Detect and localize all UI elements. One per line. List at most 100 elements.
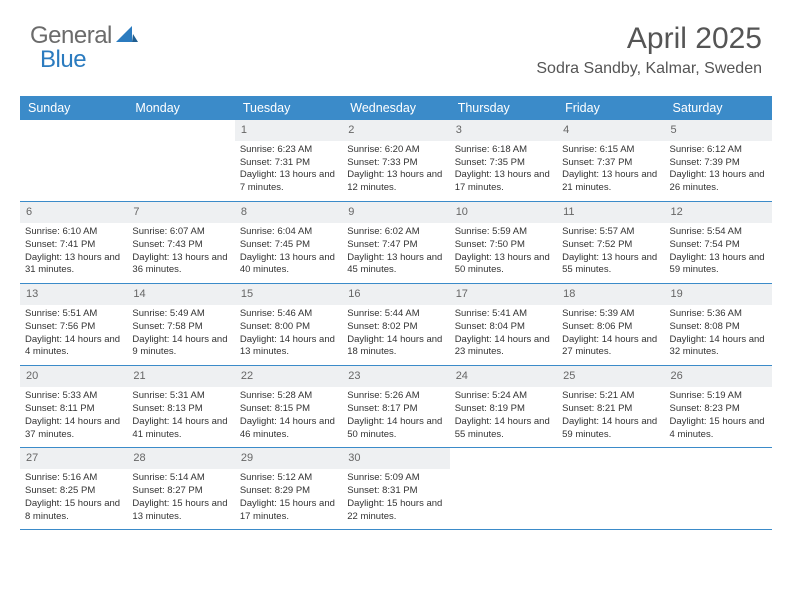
sunset-line: Sunset: 7:33 PM bbox=[347, 157, 444, 170]
calendar-cell: 3 Sunrise: 6:18 AMSunset: 7:35 PMDaylight… bbox=[450, 120, 557, 201]
sunset-line: Sunset: 8:06 PM bbox=[562, 321, 659, 334]
sunrise-line: Sunrise: 5:49 AM bbox=[132, 308, 229, 321]
day-number: 8 bbox=[235, 202, 342, 223]
day-details: Sunrise: 5:19 AMSunset: 8:23 PMDaylight:… bbox=[665, 387, 772, 447]
sunset-line: Sunset: 7:56 PM bbox=[25, 321, 122, 334]
day-number: 5 bbox=[665, 120, 772, 141]
calendar-cell: 19Sunrise: 5:36 AMSunset: 8:08 PMDayligh… bbox=[665, 284, 772, 365]
day-number: 29 bbox=[235, 448, 342, 469]
day-number: 17 bbox=[450, 284, 557, 305]
sunrise-line: Sunrise: 6:23 AM bbox=[240, 144, 337, 157]
day-number: 25 bbox=[557, 366, 664, 387]
day-number: 4 bbox=[557, 120, 664, 141]
daylight-line: Daylight: 14 hours and 9 minutes. bbox=[132, 334, 229, 360]
sunrise-line: Sunrise: 5:41 AM bbox=[455, 308, 552, 321]
sunset-line: Sunset: 8:29 PM bbox=[240, 485, 337, 498]
day-details: Sunrise: 5:12 AMSunset: 8:29 PMDaylight:… bbox=[235, 469, 342, 529]
header: General April 2025 Sodra Sandby, Kalmar,… bbox=[0, 0, 792, 86]
location: Sodra Sandby, Kalmar, Sweden bbox=[536, 60, 762, 78]
calendar-grid: 1Sunrise: 6:23 AMSunset: 7:31 PMDaylight… bbox=[20, 120, 772, 530]
sunset-line: Sunset: 7:47 PM bbox=[347, 239, 444, 252]
weekday-label: Wednesday bbox=[342, 96, 449, 120]
sunset-line: Sunset: 8:15 PM bbox=[240, 403, 337, 416]
sunset-line: Sunset: 8:04 PM bbox=[455, 321, 552, 334]
day-number: 21 bbox=[127, 366, 234, 387]
calendar-cell: 6Sunrise: 6:10 AMSunset: 7:41 PMDaylight… bbox=[20, 202, 127, 283]
calendar-cell: 24Sunrise: 5:24 AMSunset: 8:19 PMDayligh… bbox=[450, 366, 557, 447]
daylight-line: Daylight: 14 hours and 13 minutes. bbox=[240, 334, 337, 360]
sunrise-line: Sunrise: 5:16 AM bbox=[25, 472, 122, 485]
sunrise-line: Sunrise: 5:09 AM bbox=[347, 472, 444, 485]
sunset-line: Sunset: 7:35 PM bbox=[455, 157, 552, 170]
weekday-label: Sunday bbox=[20, 96, 127, 120]
daylight-line: Daylight: 14 hours and 46 minutes. bbox=[240, 416, 337, 442]
sunset-line: Sunset: 7:52 PM bbox=[562, 239, 659, 252]
day-number: 20 bbox=[20, 366, 127, 387]
daylight-line: Daylight: 13 hours and 45 minutes. bbox=[347, 252, 444, 278]
sunset-line: Sunset: 8:02 PM bbox=[347, 321, 444, 334]
calendar-cell: 8Sunrise: 6:04 AMSunset: 7:45 PMDaylight… bbox=[235, 202, 342, 283]
sunrise-line: Sunrise: 5:59 AM bbox=[455, 226, 552, 239]
day-number: 28 bbox=[127, 448, 234, 469]
day-number: 7 bbox=[127, 202, 234, 223]
weekday-label: Saturday bbox=[665, 96, 772, 120]
daylight-line: Daylight: 14 hours and 4 minutes. bbox=[25, 334, 122, 360]
daylight-line: Daylight: 15 hours and 22 minutes. bbox=[347, 498, 444, 524]
day-details: Sunrise: 5:24 AMSunset: 8:19 PMDaylight:… bbox=[450, 387, 557, 447]
day-details: Sunrise: 5:54 AMSunset: 7:54 PMDaylight:… bbox=[665, 223, 772, 283]
day-details: Sunrise: 5:39 AMSunset: 8:06 PMDaylight:… bbox=[557, 305, 664, 365]
calendar-cell: 4Sunrise: 6:15 AMSunset: 7:37 PMDaylight… bbox=[557, 120, 664, 201]
sunrise-line: Sunrise: 5:12 AM bbox=[240, 472, 337, 485]
sunset-line: Sunset: 8:11 PM bbox=[25, 403, 122, 416]
calendar: SundayMondayTuesdayWednesdayThursdayFrid… bbox=[20, 96, 772, 530]
weekday-label: Monday bbox=[127, 96, 234, 120]
calendar-cell bbox=[665, 448, 772, 529]
day-details: Sunrise: 5:28 AMSunset: 8:15 PMDaylight:… bbox=[235, 387, 342, 447]
sunrise-line: Sunrise: 6:10 AM bbox=[25, 226, 122, 239]
day-details: Sunrise: 5:21 AMSunset: 8:21 PMDaylight:… bbox=[557, 387, 664, 447]
calendar-cell: 16Sunrise: 5:44 AMSunset: 8:02 PMDayligh… bbox=[342, 284, 449, 365]
sunrise-line: Sunrise: 5:51 AM bbox=[25, 308, 122, 321]
month-title: April 2025 bbox=[536, 22, 762, 56]
calendar-cell: 7Sunrise: 6:07 AMSunset: 7:43 PMDaylight… bbox=[127, 202, 234, 283]
calendar-cell: 26Sunrise: 5:19 AMSunset: 8:23 PMDayligh… bbox=[665, 366, 772, 447]
day-details: Sunrise: 5:59 AMSunset: 7:50 PMDaylight:… bbox=[450, 223, 557, 283]
day-number: 11 bbox=[557, 202, 664, 223]
sunrise-line: Sunrise: 5:57 AM bbox=[562, 226, 659, 239]
day-number: 24 bbox=[450, 366, 557, 387]
day-number: 14 bbox=[127, 284, 234, 305]
sunset-line: Sunset: 7:31 PM bbox=[240, 157, 337, 170]
daylight-line: Daylight: 13 hours and 40 minutes. bbox=[240, 252, 337, 278]
day-details: Sunrise: 6:12 AMSunset: 7:39 PMDaylight:… bbox=[665, 141, 772, 201]
sunset-line: Sunset: 7:41 PM bbox=[25, 239, 122, 252]
sunset-line: Sunset: 7:45 PM bbox=[240, 239, 337, 252]
daylight-line: Daylight: 13 hours and 55 minutes. bbox=[562, 252, 659, 278]
sunset-line: Sunset: 7:54 PM bbox=[670, 239, 767, 252]
logo-text-2: Blue bbox=[40, 46, 86, 74]
sunset-line: Sunset: 8:08 PM bbox=[670, 321, 767, 334]
daylight-line: Daylight: 15 hours and 13 minutes. bbox=[132, 498, 229, 524]
sunrise-line: Sunrise: 5:46 AM bbox=[240, 308, 337, 321]
day-number: 19 bbox=[665, 284, 772, 305]
calendar-cell: 20Sunrise: 5:33 AMSunset: 8:11 PMDayligh… bbox=[20, 366, 127, 447]
sunrise-line: Sunrise: 5:28 AM bbox=[240, 390, 337, 403]
day-details: Sunrise: 6:15 AMSunset: 7:37 PMDaylight:… bbox=[557, 141, 664, 201]
day-number: 30 bbox=[342, 448, 449, 469]
calendar-cell: 29Sunrise: 5:12 AMSunset: 8:29 PMDayligh… bbox=[235, 448, 342, 529]
sunrise-line: Sunrise: 6:18 AM bbox=[455, 144, 552, 157]
daylight-line: Daylight: 13 hours and 17 minutes. bbox=[455, 169, 552, 195]
daylight-line: Daylight: 14 hours and 59 minutes. bbox=[562, 416, 659, 442]
daylight-line: Daylight: 14 hours and 23 minutes. bbox=[455, 334, 552, 360]
day-number: 6 bbox=[20, 202, 127, 223]
sunset-line: Sunset: 7:37 PM bbox=[562, 157, 659, 170]
calendar-cell: 23Sunrise: 5:26 AMSunset: 8:17 PMDayligh… bbox=[342, 366, 449, 447]
daylight-line: Daylight: 15 hours and 8 minutes. bbox=[25, 498, 122, 524]
daylight-line: Daylight: 14 hours and 27 minutes. bbox=[562, 334, 659, 360]
day-details: Sunrise: 5:57 AMSunset: 7:52 PMDaylight:… bbox=[557, 223, 664, 283]
day-number: 3 bbox=[450, 120, 557, 141]
day-details: Sunrise: 5:26 AMSunset: 8:17 PMDaylight:… bbox=[342, 387, 449, 447]
calendar-week: 1Sunrise: 6:23 AMSunset: 7:31 PMDaylight… bbox=[20, 120, 772, 202]
calendar-week: 6 Sunrise: 6:10 AMSunset: 7:41 PM Daylight… bbox=[20, 202, 772, 284]
calendar-cell: 11Sunrise: 5:57 AMSunset: 7:52 PMDayligh… bbox=[557, 202, 664, 283]
sunset-line: Sunset: 8:31 PM bbox=[347, 485, 444, 498]
